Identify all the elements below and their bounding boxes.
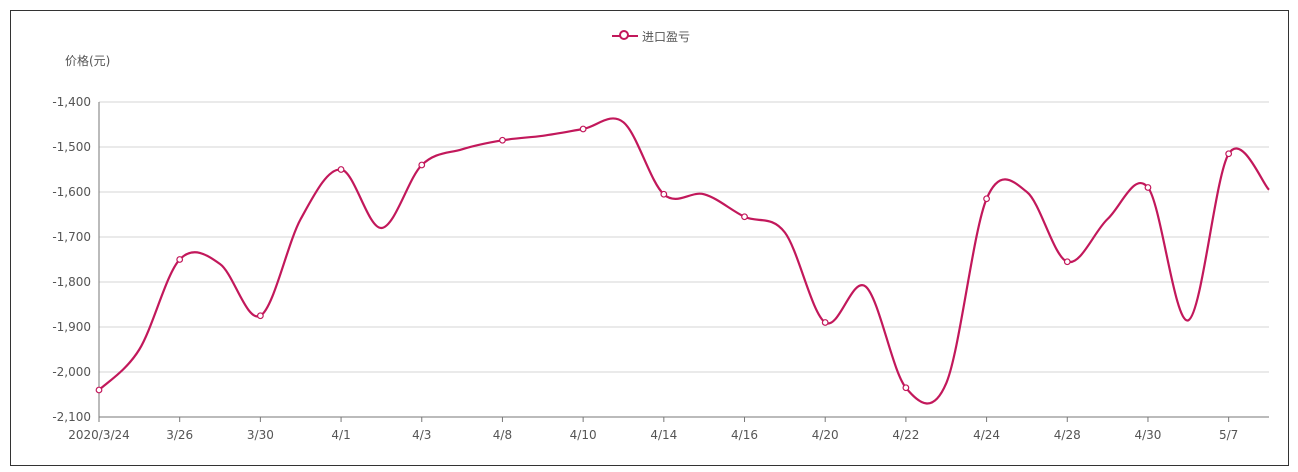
grid-lines [99,101,1269,418]
x-tick-label: 4/28 [1054,428,1081,442]
x-tick-label: 5/7 [1219,428,1238,442]
series-line [98,117,1270,405]
x-tick-label: 3/30 [247,428,274,442]
y-tick-label: -1,400 [52,95,91,109]
x-tick-label: 4/22 [892,428,919,442]
legend[interactable]: 进口盈亏 [612,26,690,46]
data-point[interactable] [337,166,345,173]
series-layer [95,117,1270,405]
x-tick-label: 4/30 [1134,428,1161,442]
x-tick-label: 4/1 [331,428,350,442]
y-tick-label: -2,100 [52,410,91,424]
x-tick-label: 4/16 [731,428,758,442]
data-point[interactable] [741,213,748,221]
x-tick-label: 4/3 [412,428,431,442]
data-point[interactable] [660,190,668,198]
data-point[interactable] [821,319,829,326]
x-tick-label: 4/20 [812,428,839,442]
y-tick-label: -1,800 [52,275,91,289]
x-tick-label: 4/24 [973,428,1000,442]
y-tick-label: -1,500 [52,140,91,154]
y-tick-label: -1,700 [52,230,91,244]
x-tick-label: 3/26 [166,428,193,442]
data-point[interactable] [902,384,910,392]
x-tick-label: 4/10 [570,428,597,442]
data-point[interactable] [95,386,103,394]
axes: -1,400 -1,500 -1,600 -1,700 -1,800 -1,900 -2,0… [52,95,1269,442]
data-point[interactable] [983,195,990,203]
x-tick-label: 4/8 [493,428,512,442]
y-tick-label: -1,900 [52,320,91,334]
data-point[interactable] [1144,184,1152,191]
y-tick-label: -2,000 [52,365,91,379]
y-tick-label: -1,600 [52,185,91,199]
data-point[interactable] [176,256,184,263]
data-point[interactable] [499,136,506,144]
data-point[interactable] [1063,258,1071,266]
x-tick-label: 4/14 [650,428,677,442]
data-point[interactable] [418,161,426,169]
data-point[interactable] [579,125,587,133]
data-point[interactable] [1225,150,1233,158]
legend-series-label: 进口盈亏 [642,29,691,44]
chart-frame [10,10,1289,466]
data-point[interactable] [256,312,264,320]
x-tick-label: 2020/3/24 [68,428,130,442]
legend-series-icon [612,29,638,43]
y-axis-title: 价格(元) [65,54,111,68]
